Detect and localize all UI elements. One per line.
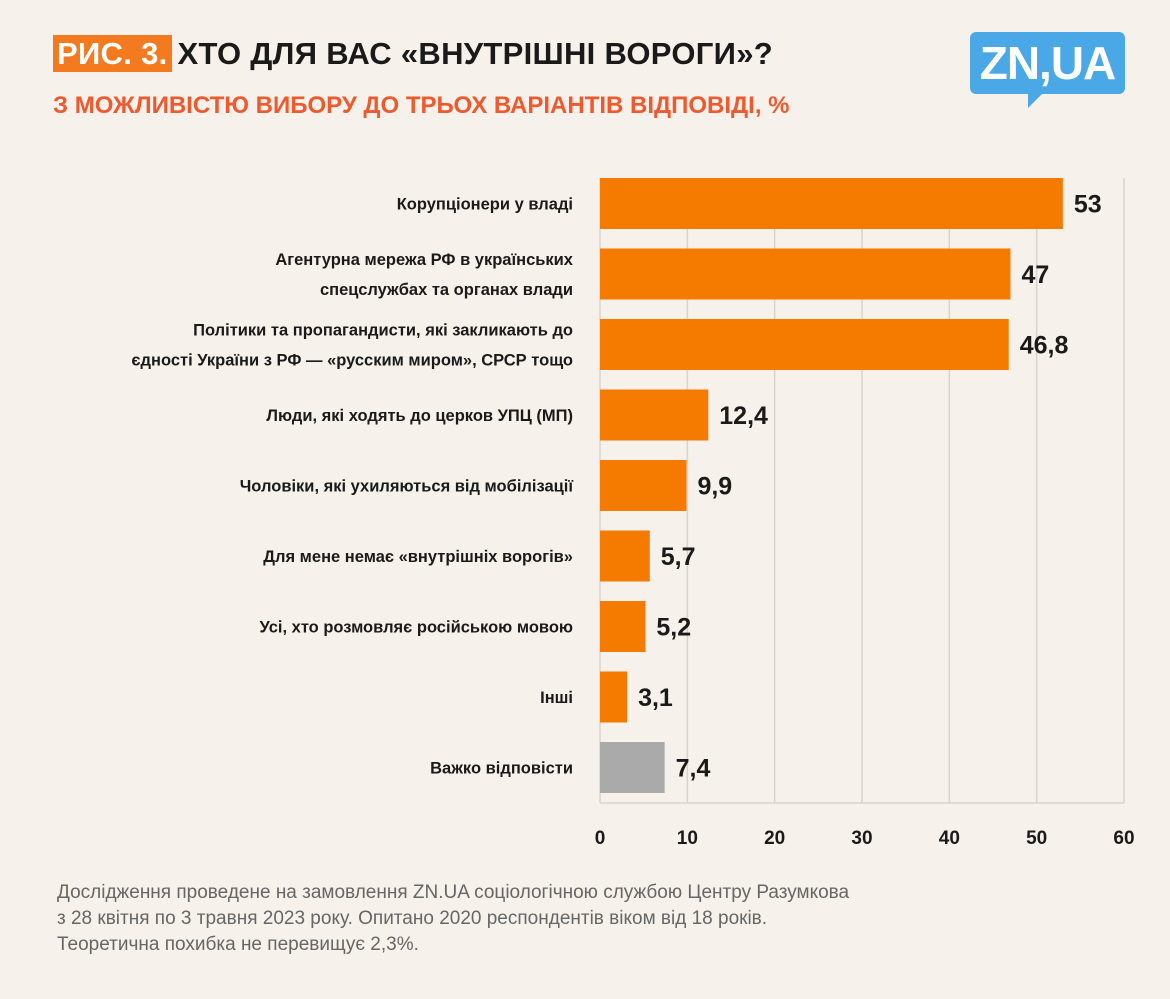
footer-line: з 28 квітня по 3 травня 2023 року. Опита… xyxy=(57,908,768,929)
x-tick-label: 20 xyxy=(764,828,785,849)
category-label: єдності України з РФ — «русским миром», … xyxy=(131,352,573,370)
category-label: Корупціонери у владі xyxy=(397,196,573,214)
x-tick-label: 10 xyxy=(677,828,698,849)
footer-line: Дослідження проведене на замовлення ZN.U… xyxy=(57,882,850,903)
value-label: 9,9 xyxy=(697,473,732,501)
value-label: 5,2 xyxy=(656,614,691,642)
bar xyxy=(600,601,646,652)
zn-ua-logo: ZN,UA xyxy=(970,32,1125,108)
bar xyxy=(600,389,709,441)
value-label: 47 xyxy=(1021,261,1049,289)
category-label: Важко відповісти xyxy=(430,760,573,778)
chart-title: РИС. 3. ХТО ДЛЯ ВАС «ВНУТРІШНІ ВОРОГИ»? xyxy=(53,35,774,72)
footer-note: Дослідження проведене на замовлення ZN.U… xyxy=(57,880,849,958)
category-label: Політики та пропагандисти, які закликают… xyxy=(193,322,573,340)
bar xyxy=(600,671,628,723)
bar xyxy=(600,530,650,582)
x-tick-label: 60 xyxy=(1113,828,1134,849)
category-label: Для мене немає «внутрішніх ворогів» xyxy=(263,548,573,566)
category-label: Агентурна мережа РФ в українських xyxy=(275,251,573,269)
x-tick-label: 30 xyxy=(851,828,872,849)
figure-label: РИС. 3. xyxy=(53,35,172,72)
category-label: Інші xyxy=(540,689,573,707)
value-label: 46,8 xyxy=(1020,332,1069,360)
x-tick-label: 40 xyxy=(939,828,960,849)
bar xyxy=(600,319,1009,370)
category-label: Усі, хто розмовляє російською мовою xyxy=(259,619,573,637)
value-label: 7,4 xyxy=(676,755,711,783)
footer-line: Теоретична похибка не перевищує 2,3%. xyxy=(57,934,419,955)
bar-chart: 0 10 20 30 40 50 60 53 Корупціонери у владі 47 Аге… xyxy=(131,178,1135,849)
bar xyxy=(600,460,687,511)
value-label: 12,4 xyxy=(719,402,768,430)
x-tick-label: 50 xyxy=(1026,828,1047,849)
category-label: Чоловіки, які ухиляються від мобілізації xyxy=(240,478,574,496)
title-text: ХТО ДЛЯ ВАС «ВНУТРІШНІ ВОРОГИ»? xyxy=(177,36,774,71)
bar xyxy=(600,178,1063,229)
value-label: 5,7 xyxy=(661,543,696,571)
value-label: 3,1 xyxy=(638,684,673,712)
category-label: Люди, які ходять до церков УПЦ (МП) xyxy=(266,407,573,425)
bar xyxy=(600,248,1011,300)
x-tick-label: 0 xyxy=(595,828,606,849)
chart-subtitle: З МОЖЛИВІСТЮ ВИБОРУ ДО ТРЬОХ ВАРІАНТІВ В… xyxy=(53,92,790,119)
category-label: спецслужбах та органах влади xyxy=(320,281,573,299)
bar xyxy=(600,742,665,793)
value-label: 53 xyxy=(1074,191,1102,219)
